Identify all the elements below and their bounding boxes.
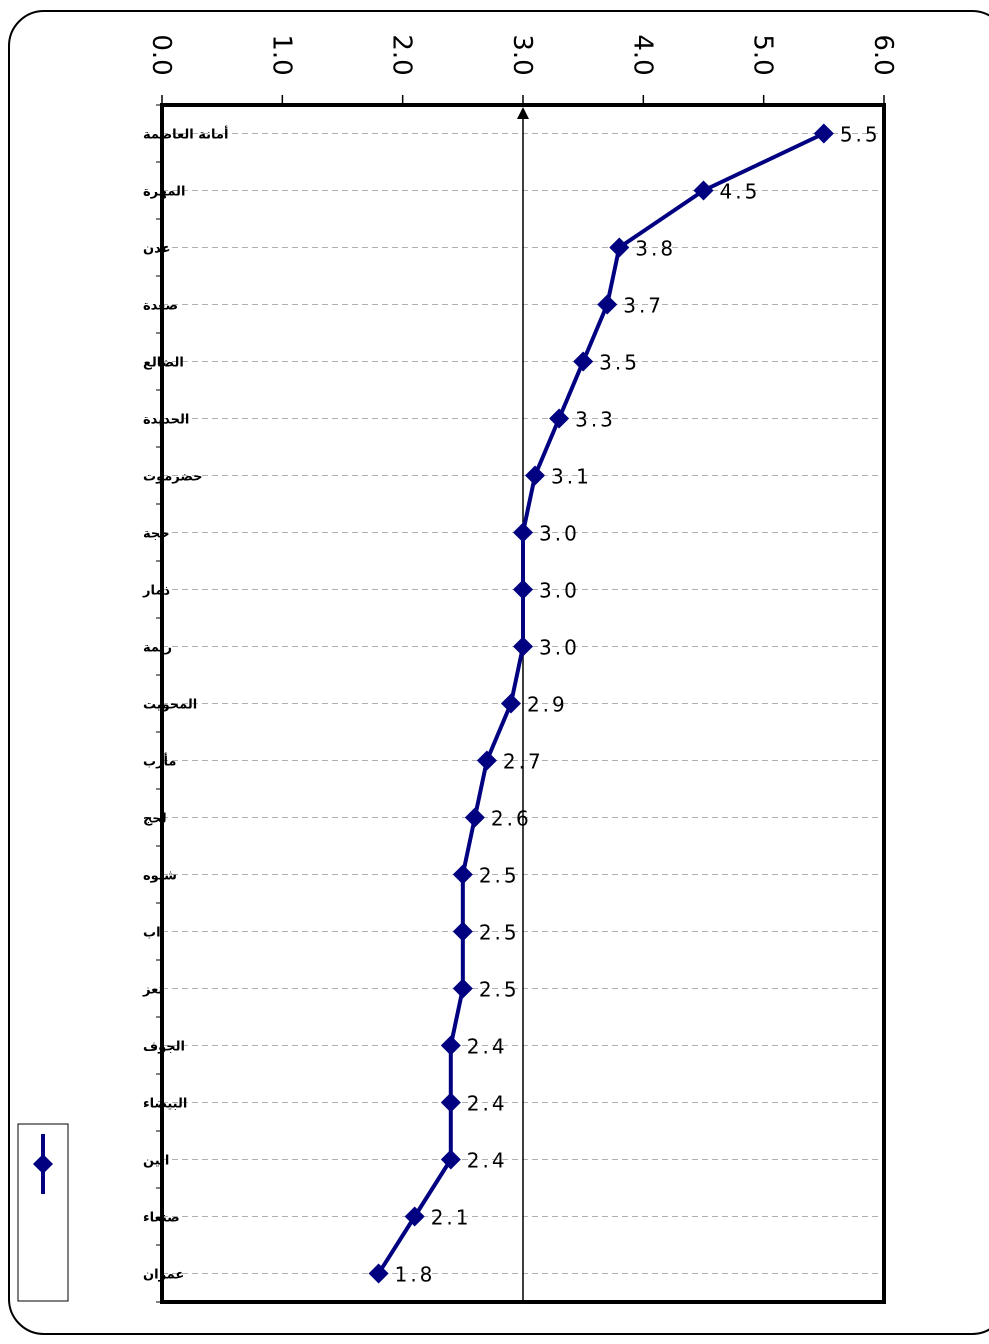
category-axis: أمانة العاصمة المهرة عدن صعدة الضالع الحديدة ح… (142, 104, 228, 1303)
tick-label: 4.0 (627, 34, 657, 75)
data-label: 2.5 (479, 978, 520, 1002)
category-label: البيضاء (143, 1097, 187, 1112)
reference-arrowhead (517, 107, 529, 119)
legend (17, 1123, 69, 1302)
data-point (440, 1035, 461, 1056)
data-label: 2.4 (467, 1092, 508, 1116)
category-label: عدن (143, 242, 171, 257)
data-point (525, 465, 546, 486)
data-point (452, 921, 473, 942)
tick-label: 2.0 (387, 34, 417, 75)
data-point (573, 351, 594, 372)
data-label: 5.5 (840, 123, 881, 147)
data-label: 2.4 (467, 1035, 508, 1059)
category-label: الضالع (143, 356, 184, 371)
data-point (452, 864, 473, 885)
data-point (440, 1149, 461, 1170)
data-label: 2.4 (467, 1149, 508, 1173)
data-point (513, 579, 533, 600)
category-label: ابين (143, 1154, 169, 1169)
data-point (513, 636, 533, 657)
category-label: صنعاء (143, 1211, 180, 1226)
data-label: 3.8 (635, 237, 676, 261)
tick-label: 1.0 (266, 34, 296, 75)
data-markers (368, 123, 834, 1284)
category-label: أمانة العاصمة (143, 126, 228, 143)
category-label: شبوه (143, 869, 177, 884)
category-label: حجة (143, 527, 170, 542)
category-label: عمران (143, 1268, 184, 1283)
data-point (609, 237, 630, 258)
data-label: 3.7 (623, 294, 664, 318)
data-point (693, 180, 714, 201)
category-label: المحويت (143, 698, 197, 713)
tick-label: 5.0 (748, 34, 778, 75)
data-label: 2.7 (503, 750, 544, 774)
data-label: 3.3 (575, 408, 616, 432)
data-label: 1.8 (395, 1263, 436, 1287)
category-label: الحديدة (143, 413, 189, 428)
category-label: صعدة (143, 299, 178, 314)
data-point (513, 522, 533, 543)
data-label: 3.0 (539, 636, 580, 660)
category-label: الجوف (143, 1040, 185, 1055)
reference-line (517, 107, 529, 1302)
tick-label: 0.0 (146, 34, 176, 75)
category-label: ريمة (143, 641, 172, 656)
data-label: 3.5 (599, 351, 640, 375)
data-label: 3.0 (539, 522, 580, 546)
data-point (464, 807, 485, 828)
value-axis: 0.0 1.0 2.0 3.0 4.0 5.0 6.0 (146, 34, 898, 105)
tick-label: 3.0 (507, 34, 537, 75)
data-point (549, 408, 570, 429)
legend-marker (33, 1154, 53, 1174)
data-point (597, 294, 618, 315)
data-point (368, 1263, 389, 1284)
tick-label: 6.0 (868, 34, 898, 75)
chart-frame (8, 10, 989, 1335)
category-label: لحج (143, 812, 167, 827)
category-label: اب (143, 926, 161, 941)
data-point (813, 123, 834, 144)
category-label: حضرموت (143, 470, 203, 485)
data-point (476, 750, 497, 771)
data-point (440, 1092, 461, 1113)
data-label: 3.0 (539, 579, 580, 603)
data-point (500, 693, 521, 714)
category-label: ذمار (142, 584, 170, 599)
category-label: تعز (142, 983, 163, 998)
data-label: 3.1 (551, 465, 592, 489)
data-labels: 5.5 4.5 3.8 3.7 3.5 3.3 3.1 3.0 3.0 3.0 2.9 2.7 2.6 2… (395, 123, 881, 1287)
data-label: 2.5 (479, 921, 520, 945)
data-label: 2.9 (527, 693, 568, 717)
data-label: 2.1 (431, 1206, 472, 1230)
data-point (452, 978, 473, 999)
data-label: 4.5 (720, 180, 761, 204)
data-label: 2.5 (479, 864, 520, 888)
data-label: 2.6 (491, 807, 532, 831)
category-label: مأرب (143, 753, 176, 770)
data-point (404, 1206, 425, 1227)
category-label: المهرة (143, 185, 185, 200)
